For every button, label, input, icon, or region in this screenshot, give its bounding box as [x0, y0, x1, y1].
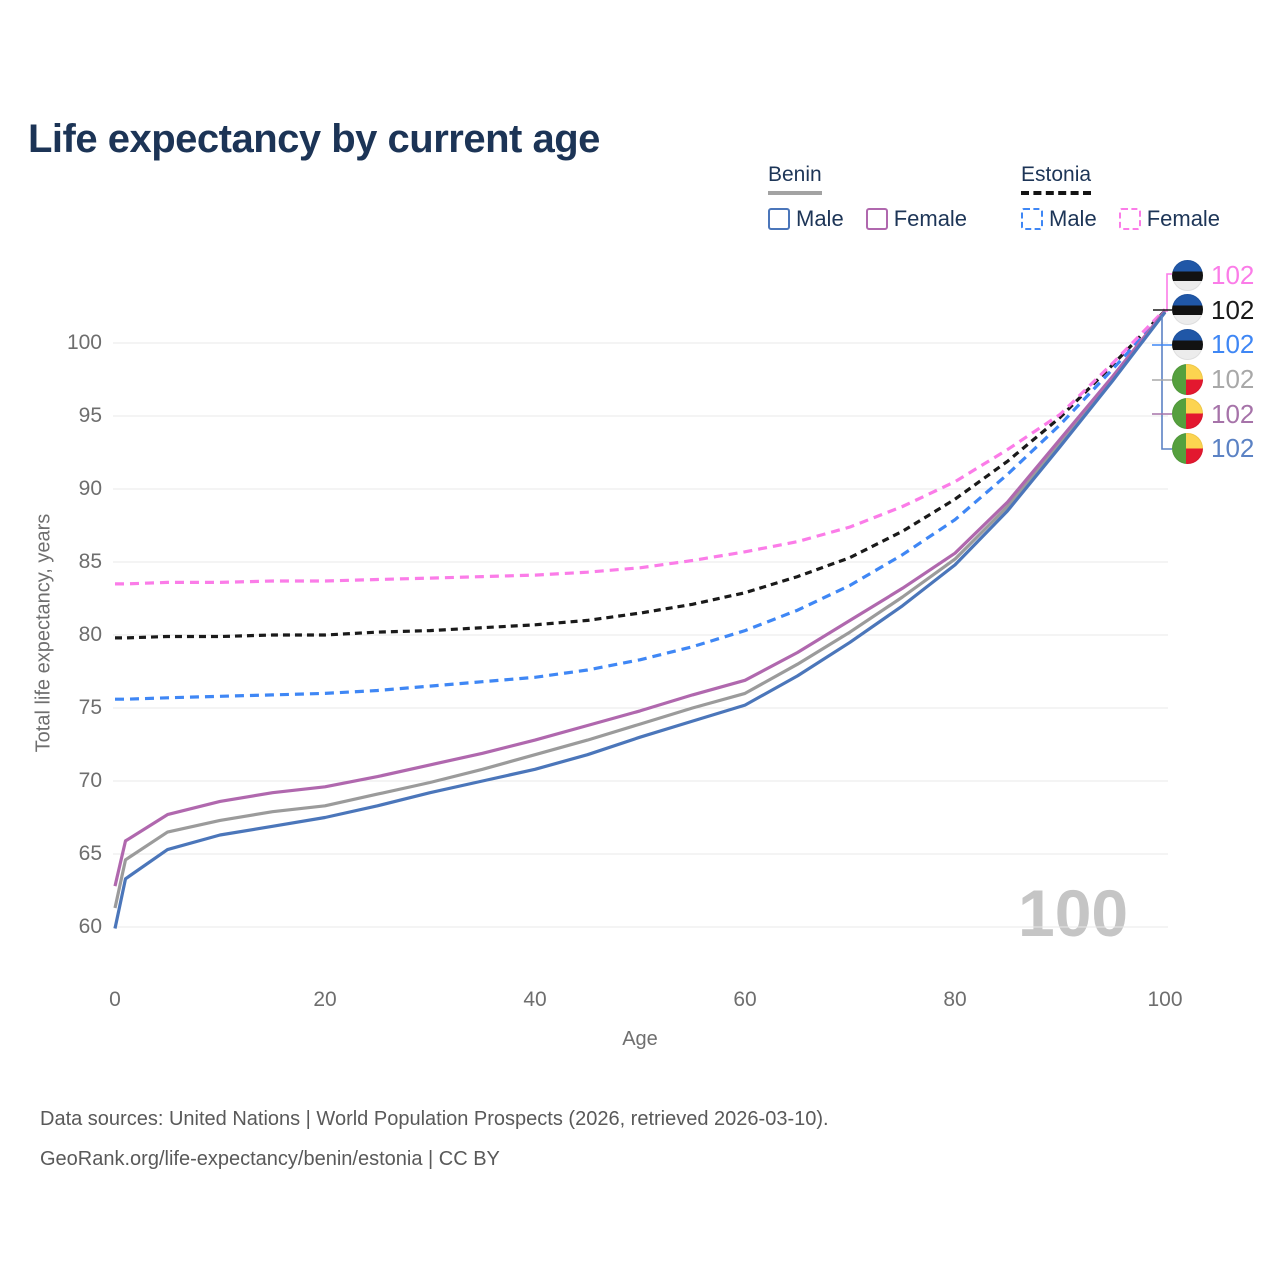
legend-label-estonia-male: Male: [1049, 206, 1097, 231]
end-value-label: 102: [1211, 294, 1255, 325]
end-label-row: 102: [1172, 362, 1254, 397]
y-tick-label: 95: [78, 404, 102, 427]
y-tick-label: 80: [78, 623, 102, 646]
watermark-age-counter: 100: [1018, 876, 1129, 950]
y-tick-label: 65: [78, 842, 102, 865]
x-tick-label: 80: [943, 988, 967, 1011]
estonia-flag-icon: [1172, 328, 1203, 360]
y-tick-label: 100: [66, 331, 102, 354]
series-end-labels: 102 102 102 102 102 102: [1172, 258, 1254, 466]
leader-line: [1161, 316, 1172, 450]
end-label-row: 102: [1172, 327, 1254, 362]
benin-male-swatch-icon[interactable]: [768, 208, 790, 230]
benin-flag-icon: [1172, 432, 1203, 464]
series-line-benin-female: [113, 309, 1167, 887]
end-value-label: 102: [1211, 433, 1255, 464]
legend-item-estonia-female[interactable]: Female: [1118, 206, 1221, 232]
end-value-label: 102: [1211, 398, 1255, 429]
footer-data-sources: Data sources: United Nations | World Pop…: [40, 1108, 829, 1130]
legend-group-estonia: Estonia Male Female: [1021, 163, 1220, 232]
legend-label-benin-male: Male: [796, 206, 844, 231]
page-title: Life expectancy by current age: [28, 116, 600, 161]
x-tick-label: 100: [1147, 988, 1183, 1011]
series-line-estonia-female: [115, 308, 1167, 586]
legend-item-benin-female[interactable]: Female: [865, 206, 968, 232]
x-tick-label: 60: [733, 988, 757, 1011]
benin-flag-icon: [1172, 398, 1203, 430]
legend-label-estonia-female: Female: [1146, 206, 1221, 231]
benin-flag-icon: [1172, 363, 1203, 395]
end-label-row: 102: [1172, 258, 1254, 293]
end-value-label: 102: [1211, 260, 1255, 291]
estonia-male-swatch-icon[interactable]: [1021, 208, 1043, 230]
legend-group-benin: Benin Male Female: [768, 163, 967, 232]
y-tick-label: 85: [78, 550, 102, 573]
legend-item-benin-male[interactable]: Male: [768, 206, 844, 232]
x-tick-label: 0: [109, 988, 121, 1011]
series-line-benin-male: [113, 311, 1167, 929]
legend-header-estonia: Estonia: [1021, 163, 1092, 195]
legend-label-benin-female: Female: [893, 206, 968, 231]
legend-item-estonia-male[interactable]: Male: [1021, 206, 1097, 232]
leader-line: [1166, 273, 1172, 312]
y-tick-label: 90: [78, 477, 102, 500]
end-label-row: 102: [1172, 396, 1254, 431]
legend-header-benin: Benin: [768, 163, 822, 195]
x-tick-label: 40: [523, 988, 547, 1011]
end-value-label: 102: [1211, 364, 1255, 395]
y-tick-label: 75: [78, 696, 102, 719]
y-tick-label: 60: [78, 915, 102, 938]
series-line-estonia-male: [115, 311, 1167, 701]
x-tick-label: 20: [313, 988, 337, 1011]
end-label-row: 102: [1172, 431, 1254, 466]
series-line-benin-total: [113, 311, 1167, 909]
benin-female-swatch-icon[interactable]: [865, 208, 888, 230]
estonia-flag-icon: [1172, 294, 1203, 326]
estonia-female-swatch-icon[interactable]: [1118, 208, 1141, 230]
footer-attribution: GeoRank.org/life-expectancy/benin/estoni…: [40, 1148, 500, 1170]
x-axis-title: Age: [622, 1028, 658, 1050]
end-value-label: 102: [1211, 329, 1255, 360]
estonia-flag-icon: [1172, 259, 1203, 291]
y-tick-label: 70: [78, 769, 102, 792]
end-label-row: 102: [1172, 293, 1254, 328]
series-line-estonia-total: [115, 309, 1167, 640]
